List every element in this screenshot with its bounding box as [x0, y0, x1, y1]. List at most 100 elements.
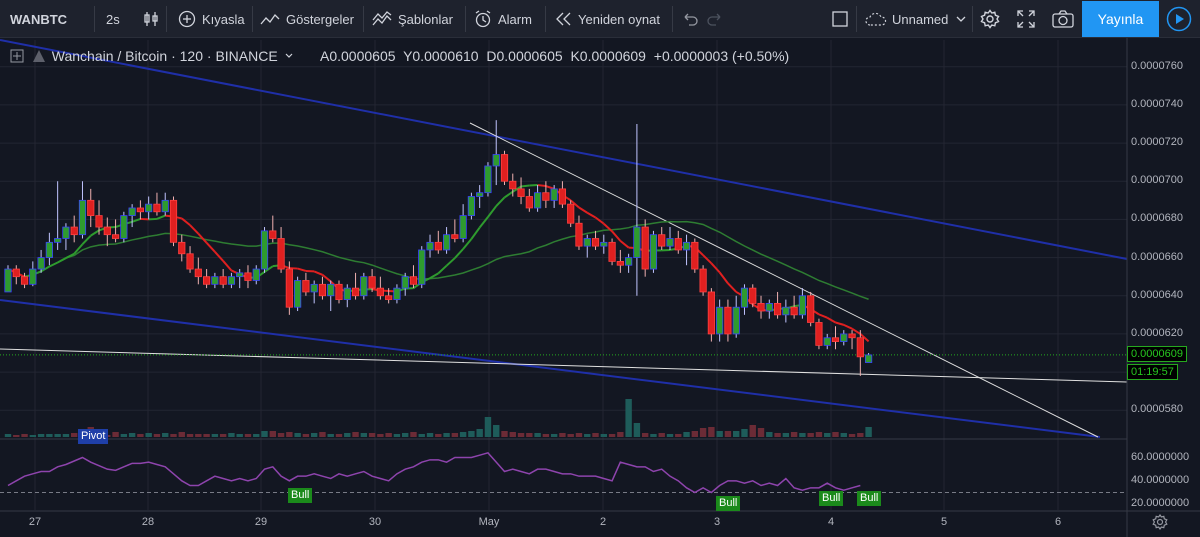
indicators-button[interactable]: Göstergeler: [260, 0, 354, 38]
play-button[interactable]: [1161, 1, 1197, 37]
volume-bar: [484, 417, 492, 437]
candle-body: [625, 257, 633, 266]
candle-body: [856, 337, 864, 358]
fast-moving-average-segment: [205, 242, 216, 253]
square-icon: [832, 11, 848, 27]
price-tick-label: 0.0000660: [1131, 250, 1183, 263]
volume-bar: [286, 432, 293, 437]
candle-body: [310, 283, 318, 293]
top-toolbar: WANBTC 2s Kıyasla Göstergeler Şablonlar …: [0, 0, 1200, 38]
fast-moving-average-segment: [586, 211, 597, 219]
bull-badge: Bull: [819, 491, 844, 506]
candle-body: [153, 203, 161, 213]
plus-circle-icon: [178, 10, 196, 28]
candle-body: [145, 203, 153, 213]
candle-body: [600, 241, 608, 247]
candle-body: [29, 268, 37, 285]
fast-moving-average-segment: [437, 264, 448, 275]
symbol-search[interactable]: WANBTC: [10, 0, 67, 38]
volume-bar: [741, 429, 748, 437]
interval-button[interactable]: 2s: [106, 0, 120, 38]
fast-moving-average-segment: [297, 267, 307, 272]
volume-bar: [799, 433, 806, 437]
gear-icon: [980, 9, 1000, 29]
trendline-drawings[interactable]: [0, 39, 1128, 438]
volume-bar: [13, 435, 20, 437]
layout-menu[interactable]: Unnamed: [864, 0, 967, 38]
volume-bar: [195, 434, 202, 437]
candle-body: [360, 276, 368, 297]
play-circle-icon: [1166, 6, 1192, 32]
chart-type-button[interactable]: [142, 0, 160, 38]
settings-button[interactable]: [980, 0, 1000, 38]
redo-button[interactable]: [706, 0, 724, 38]
replay-label: Yeniden oynat: [578, 11, 660, 27]
fast-moving-average-segment: [520, 184, 530, 188]
templates-button[interactable]: Şablonlar: [372, 0, 453, 38]
fast-moving-average-segment: [710, 262, 721, 274]
candle-body: [840, 333, 848, 342]
legend-low: D0.0000605: [486, 48, 563, 64]
indicators-icon: [260, 13, 280, 25]
volume-bar: [608, 434, 616, 437]
alert-button[interactable]: Alarm: [474, 0, 532, 38]
candle-body: [658, 234, 666, 247]
candle-body: [442, 234, 451, 251]
volume-bar: [774, 433, 781, 437]
expand-legend-icon[interactable]: [10, 49, 24, 63]
candle-body: [12, 268, 20, 278]
candle-body: [459, 215, 467, 239]
multi-layout-button[interactable]: [831, 0, 849, 38]
chart-canvas[interactable]: [0, 38, 1200, 537]
volume-bar: [824, 433, 831, 437]
candle-body: [790, 306, 798, 316]
volume-bar: [658, 433, 665, 437]
time-tick-label: 27: [28, 516, 42, 528]
camera-icon: [1052, 10, 1074, 28]
axis-settings-button[interactable]: [1152, 513, 1168, 535]
fast-moving-average-segment: [65, 252, 75, 259]
last-price-label: 0.0000609: [1127, 346, 1187, 362]
candle-body: [666, 238, 674, 247]
volume-bar: [71, 433, 78, 437]
rsi-tick-label: 20.0000000: [1131, 497, 1190, 510]
volume-bar: [708, 427, 715, 437]
volume-bar: [509, 432, 516, 437]
snapshot-button[interactable]: [1052, 0, 1074, 38]
candle-body: [765, 302, 773, 312]
volume-bar: [683, 432, 690, 437]
time-tick-label: 5: [940, 516, 948, 528]
bull-badge: Bull: [857, 491, 882, 506]
candle-body: [583, 238, 591, 247]
channel-lower-line: [0, 299, 1101, 438]
candle-body: [525, 196, 533, 209]
volume-bar: [848, 434, 856, 437]
fast-moving-average-segment: [197, 233, 208, 244]
undo-button[interactable]: [681, 0, 699, 38]
volume-bar: [178, 432, 185, 437]
volume-bar: [716, 431, 723, 437]
candle-body: [782, 306, 790, 316]
candlesticks: [4, 120, 873, 376]
candle-body: [20, 276, 29, 285]
price-tick-label: 0.0000740: [1131, 97, 1183, 110]
templates-icon: [372, 11, 392, 26]
fast-moving-average-segment: [570, 199, 580, 209]
candle-body: [682, 241, 691, 251]
layout-name: Unnamed: [892, 11, 949, 27]
volume-bar: [319, 432, 326, 437]
replay-button[interactable]: Yeniden oynat: [554, 0, 660, 38]
volume-bar: [112, 432, 119, 437]
volume-bar: [21, 434, 28, 437]
publish-button[interactable]: Yayınla: [1082, 1, 1159, 37]
volume-bar: [857, 433, 864, 437]
candle-body: [567, 203, 575, 224]
chevron-down-icon[interactable]: [284, 51, 294, 61]
volume-bar: [29, 435, 37, 437]
compare-button[interactable]: Kıyasla: [178, 0, 245, 38]
volume-bar: [559, 433, 566, 437]
candle-body: [128, 207, 136, 216]
candle-body: [302, 280, 310, 293]
indicators-label: Göstergeler: [286, 11, 354, 27]
fullscreen-button[interactable]: [1017, 0, 1035, 38]
